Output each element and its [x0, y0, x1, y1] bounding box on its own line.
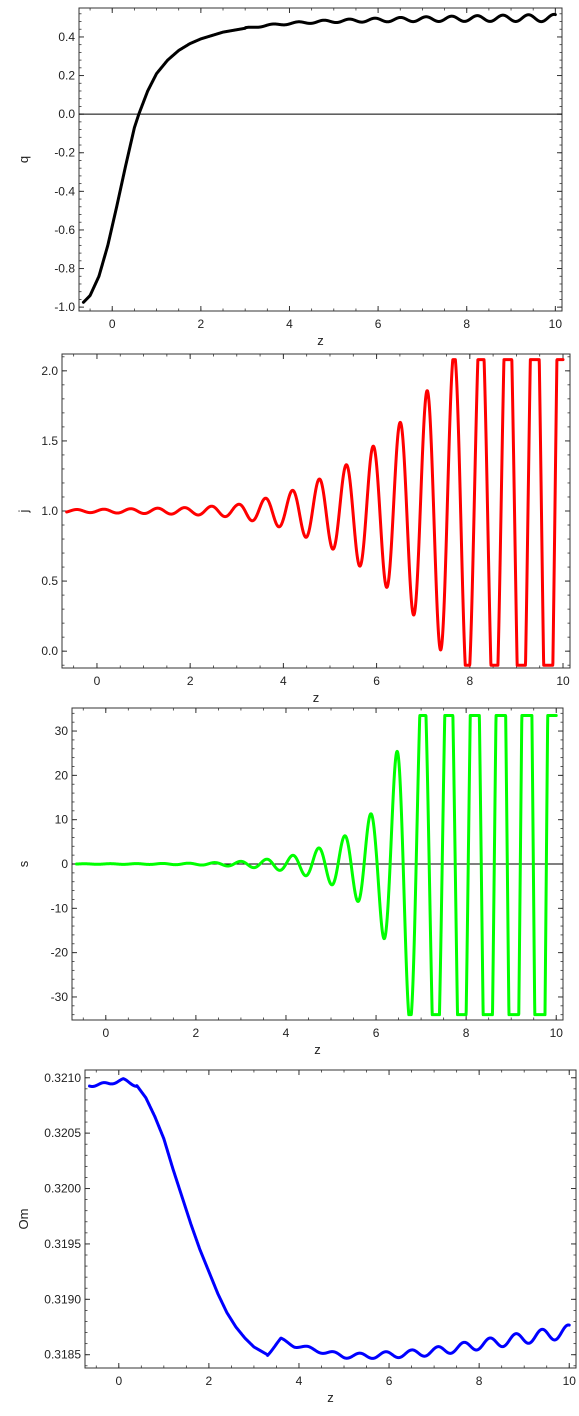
x-tick-label: 6 [373, 1026, 380, 1040]
x-tick-label: 0 [94, 674, 101, 688]
y-tick-label: -10 [51, 901, 69, 915]
y-tick-label: -30 [51, 990, 69, 1004]
series-line-Om [88, 1077, 571, 1360]
x-tick-label: 6 [373, 674, 380, 688]
x-tick-label: 10 [549, 317, 563, 331]
chart-panel-om: 0 2 4 6 8 10 0.3185 0.3190 0.3195 0.3200 0.3205 0.3… [0, 1062, 579, 1416]
x-tick-label: 0 [109, 317, 116, 331]
x-tick-label: 2 [193, 1026, 200, 1040]
y-tick-label: 0.0 [58, 107, 75, 121]
y-axis-title: Om [16, 1209, 31, 1230]
x-tick-label: 0 [102, 1026, 109, 1040]
x-tick-label: 10 [556, 674, 570, 688]
y-axis-title: q [16, 156, 31, 163]
x-tick-label: 8 [466, 674, 473, 688]
plot-frame [84, 1069, 577, 1369]
x-axis-title: z [314, 1042, 321, 1057]
y-tick-label: 0.3205 [44, 1126, 81, 1140]
y-tick-label: 0.3185 [44, 1348, 81, 1362]
y-tick-label: 0 [61, 857, 68, 871]
y-tick-label: 0.4 [58, 30, 75, 44]
s-chart: 0 2 4 6 8 10 -30 -20 -10 0 10 20 30 z s [16, 707, 564, 1057]
om-chart: 0 2 4 6 8 10 0.3185 0.3190 0.3195 0.3200 0.3205 0.3… [16, 1069, 577, 1405]
x-tick-label: 8 [463, 317, 470, 331]
x-tick-label: 4 [283, 1026, 290, 1040]
y-tick-label: -0.2 [54, 146, 75, 160]
x-tick-label: 2 [206, 1374, 213, 1388]
x-tick-label: 6 [375, 317, 382, 331]
y-axis-title: s [16, 860, 31, 867]
series-line-j [65, 358, 565, 667]
x-tick-label: 4 [286, 317, 293, 331]
y-tick-label: 20 [55, 768, 69, 782]
x-tick-label: 6 [386, 1374, 393, 1388]
plot-frame [78, 7, 563, 312]
chart-panel-q: 0 2 4 6 8 10 -1.0 -0.8 -0.6 -0.4 -0.2 0.0 0.2 0.4 z q [0, 0, 579, 354]
y-tick-label: -0.8 [54, 262, 75, 276]
x-tick-label: 2 [187, 674, 194, 688]
y-tick-label: 0.3190 [44, 1292, 81, 1306]
y-tick-label: 0.3200 [44, 1182, 81, 1196]
x-tick-label: 4 [296, 1374, 303, 1388]
series-line-q [81, 12, 557, 304]
y-tick-label: 2.0 [41, 364, 58, 378]
y-tick-label: -20 [51, 946, 69, 960]
y-tick-label: -0.6 [54, 223, 75, 237]
q-chart: 0 2 4 6 8 10 -1.0 -0.8 -0.6 -0.4 -0.2 0.0 0.2 0.4 z q [16, 7, 563, 348]
y-tick-label: 30 [55, 724, 69, 738]
y-tick-label: 0.2 [58, 69, 75, 83]
y-tick-label: 0.5 [41, 574, 58, 588]
y-tick-label: -0.4 [54, 184, 75, 198]
y-tick-label: 0.0 [41, 644, 58, 658]
chart-panel-s: 0 2 4 6 8 10 -30 -20 -10 0 10 20 30 z s [0, 707, 579, 1062]
x-tick-label: 8 [476, 1374, 483, 1388]
chart-panel-j: 0 2 4 6 8 10 0.0 0.5 1.0 1.5 2.0 z j [0, 353, 579, 708]
x-axis-title: z [313, 690, 320, 705]
x-axis-title: z [327, 1390, 334, 1405]
x-tick-label: 8 [463, 1026, 470, 1040]
y-tick-label: 0.3210 [44, 1071, 81, 1085]
y-tick-label: 1.0 [41, 504, 58, 518]
x-tick-label: 10 [563, 1374, 577, 1388]
y-tick-label: 1.5 [41, 434, 58, 448]
series-line-s [75, 714, 558, 1017]
x-tick-label: 0 [115, 1374, 122, 1388]
y-axis-title: j [16, 509, 31, 513]
j-chart: 0 2 4 6 8 10 0.0 0.5 1.0 1.5 2.0 z j [16, 353, 571, 705]
x-tick-label: 2 [198, 317, 205, 331]
y-tick-label: 10 [55, 813, 69, 827]
y-tick-label: -1.0 [54, 300, 75, 314]
x-axis-title: z [317, 333, 324, 348]
x-tick-label: 4 [280, 674, 287, 688]
x-tick-label: 10 [550, 1026, 564, 1040]
y-tick-label: 0.3195 [44, 1237, 81, 1251]
